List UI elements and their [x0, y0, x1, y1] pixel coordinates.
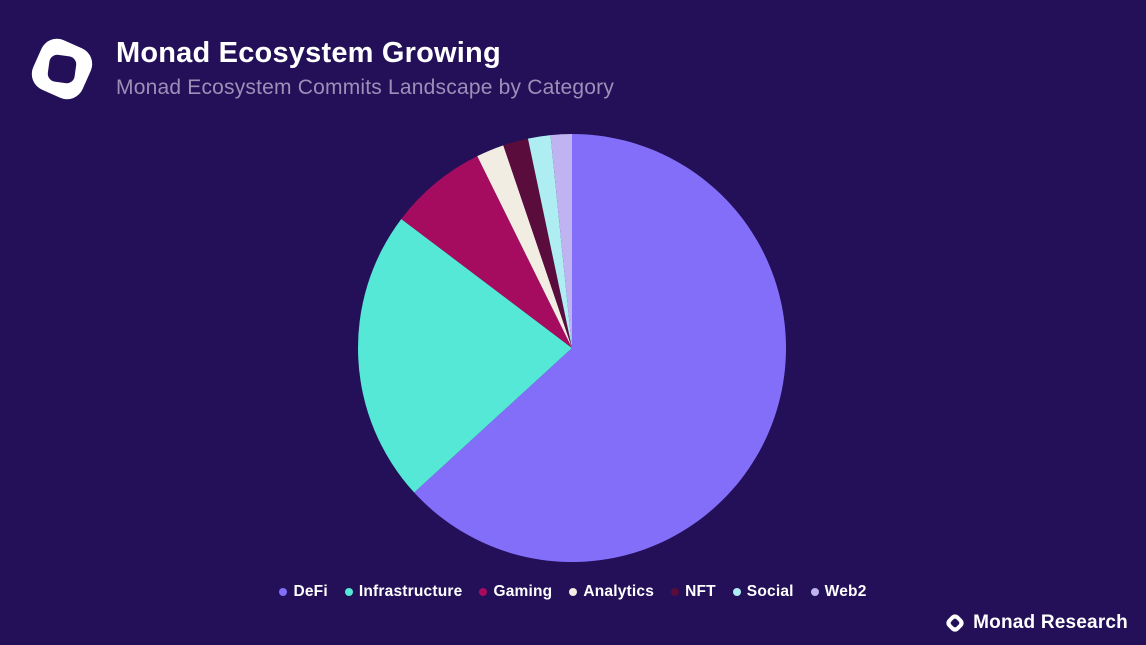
legend-item-web2: Web2 [810, 583, 867, 601]
legend-item-gaming: Gaming [479, 583, 552, 601]
monad-logo-icon [26, 33, 98, 105]
pie-slice-gaming [401, 156, 572, 348]
pie-chart [357, 133, 786, 562]
legend-label: DeFi [293, 583, 328, 600]
legend-label: Social [746, 583, 794, 600]
legend-item-defi: DeFi [279, 583, 328, 601]
title-block: Monad Ecosystem Growing Monad Ecosystem … [116, 36, 615, 101]
legend-label: Web2 [824, 583, 867, 600]
legend-item-social: Social [732, 583, 794, 601]
page-title: Monad Ecosystem Growing [116, 36, 501, 69]
pie-slice-web2 [550, 133, 572, 348]
legend-dot-gaming [479, 588, 488, 596]
pie-slice-infrastructure [357, 218, 572, 493]
brand-footer: Monad Research [945, 612, 1128, 634]
legend-dot-infrastructure [344, 588, 353, 596]
legend-dot-social [732, 588, 741, 596]
legend-dot-web2 [810, 588, 819, 596]
monad-research-logo-icon [945, 613, 966, 633]
legend-label: Infrastructure [358, 583, 463, 600]
legend-dot-nft [671, 588, 680, 596]
pie-slice-analytics [477, 145, 572, 348]
page-subtitle: Monad Ecosystem Commits Landscape by Cat… [116, 76, 615, 100]
legend-item-analytics: Analytics [569, 583, 654, 601]
legend-dot-analytics [569, 588, 578, 596]
brand-name: Monad Research [973, 612, 1128, 633]
legend-label: Analytics [583, 583, 655, 600]
pie-slice-defi [414, 134, 786, 562]
legend-item-infrastructure: Infrastructure [344, 583, 463, 601]
header: Monad Ecosystem Growing Monad Ecosystem … [26, 33, 614, 105]
pie-slice-nft [503, 138, 572, 348]
legend-label: NFT [685, 583, 716, 600]
pie-slice-social [527, 135, 572, 348]
chart-legend: DeFi Infrastructure Gaming Analytics NFT Soci… [0, 583, 1146, 601]
legend-item-nft: NFT [671, 583, 716, 601]
legend-label: Gaming [493, 583, 553, 600]
legend-dot-defi [279, 588, 288, 596]
